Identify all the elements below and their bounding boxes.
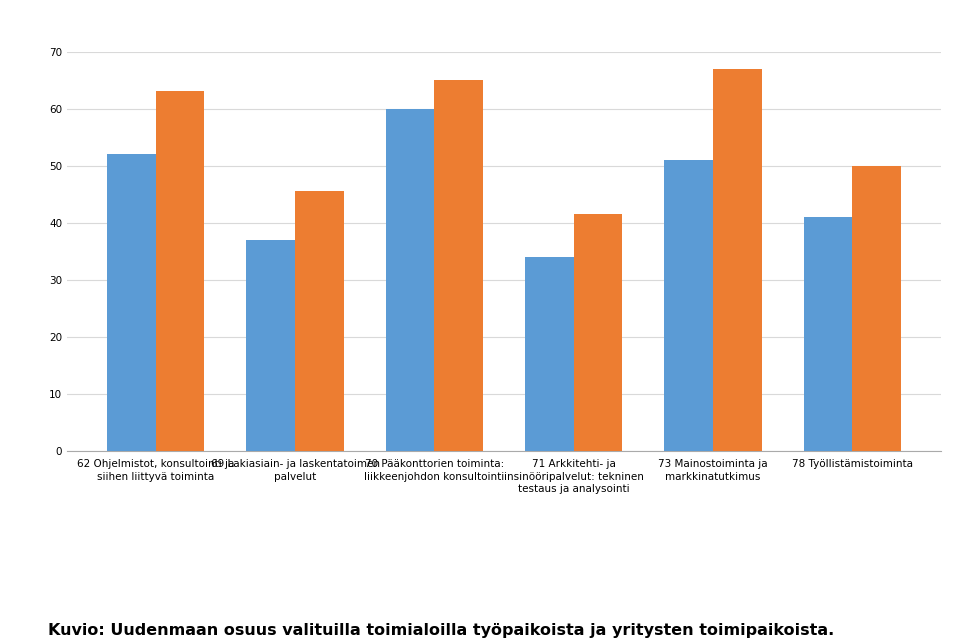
Bar	[156, 91, 204, 451]
Bar	[246, 240, 295, 451]
Bar	[804, 217, 852, 451]
Text: Kuvio: Uudenmaan osuus valituilla toimialoilla työpaikoista ja yritysten toimipa: Kuvio: Uudenmaan osuus valituilla toimia…	[48, 623, 834, 638]
Bar	[525, 257, 574, 451]
Bar	[574, 214, 622, 451]
Bar	[386, 109, 434, 451]
Bar	[664, 160, 713, 451]
Bar	[713, 69, 762, 451]
Bar	[295, 191, 344, 451]
Bar	[107, 154, 156, 451]
Bar	[434, 80, 483, 451]
Bar	[852, 166, 901, 451]
